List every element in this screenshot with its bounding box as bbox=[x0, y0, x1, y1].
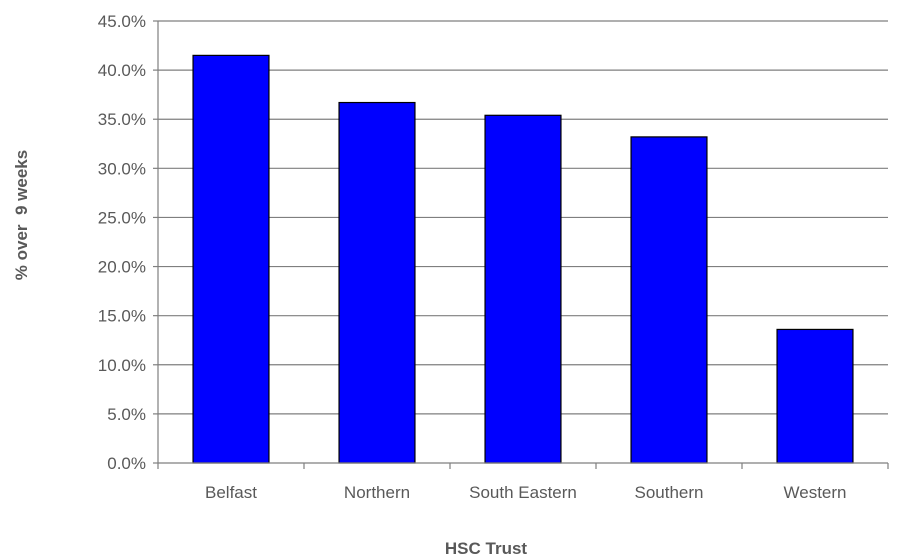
y-tick-label: 15.0% bbox=[98, 307, 146, 326]
bar bbox=[630, 136, 708, 464]
x-tick-label: Southern bbox=[635, 483, 704, 502]
x-tick-label: Western bbox=[784, 483, 847, 502]
bar bbox=[338, 101, 416, 464]
y-tick-label: 20.0% bbox=[98, 258, 146, 277]
x-tick-label: Northern bbox=[344, 483, 410, 502]
x-tick-label: South Eastern bbox=[469, 483, 577, 502]
bar bbox=[484, 114, 562, 464]
y-axis-title: % over 9 weeks bbox=[12, 150, 31, 280]
y-tick-label: 25.0% bbox=[98, 208, 146, 227]
y-tick-label: 40.0% bbox=[98, 61, 146, 80]
x-axis-title: HSC Trust bbox=[445, 539, 528, 557]
bar bbox=[776, 328, 854, 464]
y-tick-labels: 0.0% 5.0% 10.0% 15.0% 20.0% 25.0% 30.0% 35.0% 40… bbox=[98, 12, 146, 473]
x-tick-label: Belfast bbox=[205, 483, 257, 502]
y-tick-label: 45.0% bbox=[98, 12, 146, 31]
y-tick-label: 0.0% bbox=[107, 454, 146, 473]
y-tick-label: 5.0% bbox=[107, 405, 146, 424]
x-tick-labels: Belfast Northern South Eastern Southern West… bbox=[205, 483, 846, 502]
bar bbox=[192, 54, 270, 464]
y-tick-label: 35.0% bbox=[98, 110, 146, 129]
bars bbox=[192, 54, 854, 464]
axes bbox=[153, 20, 889, 469]
y-tick-label: 10.0% bbox=[98, 356, 146, 375]
y-tick-label: 30.0% bbox=[98, 159, 146, 178]
